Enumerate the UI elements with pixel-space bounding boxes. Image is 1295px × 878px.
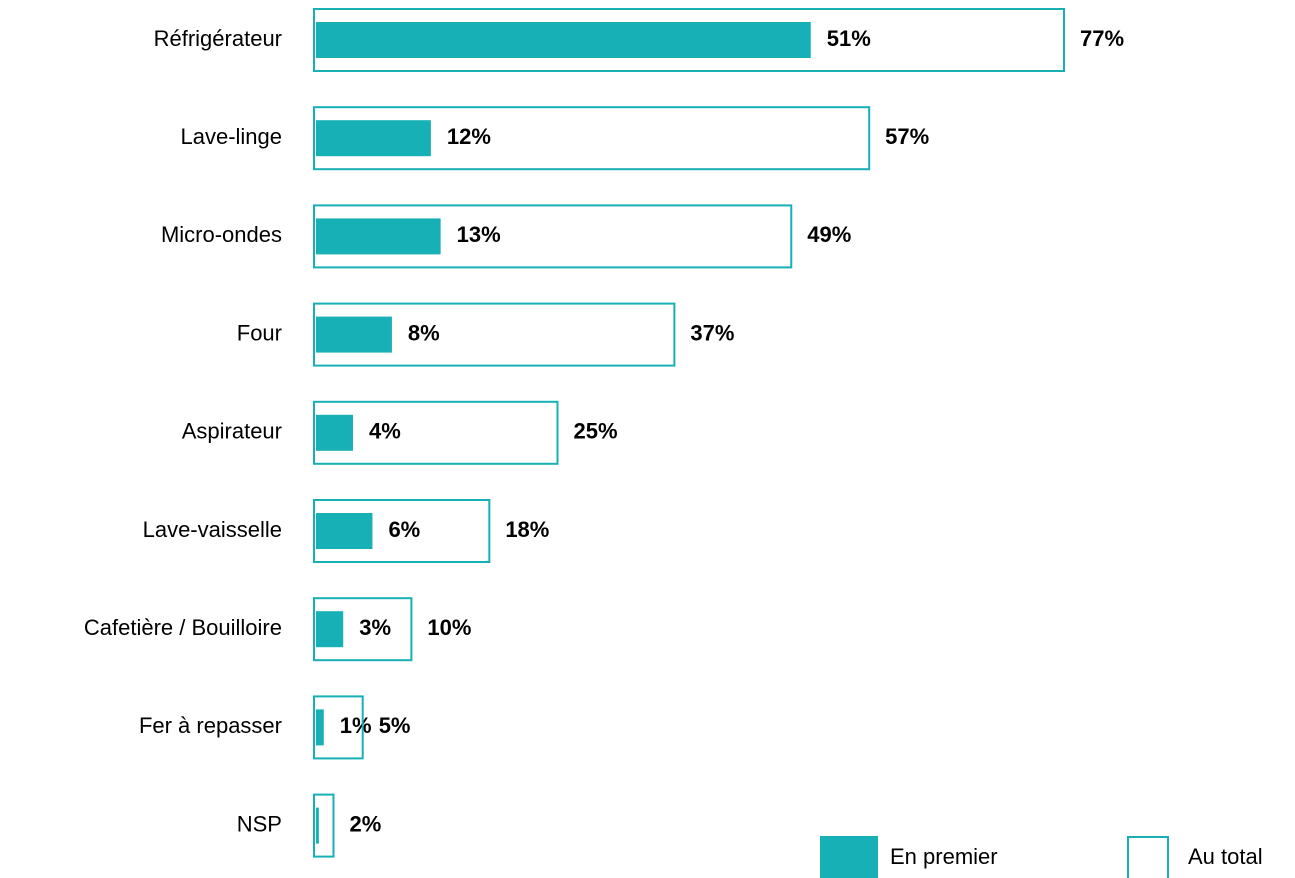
- value-label: 51%: [827, 26, 871, 51]
- first-bar: [316, 22, 811, 58]
- value-label: 1%: [340, 713, 372, 738]
- category-label: Aspirateur: [182, 419, 282, 444]
- category-label: Four: [237, 320, 282, 345]
- total-bar: [313, 8, 1065, 72]
- category-label: NSP: [237, 811, 282, 836]
- category-label: Micro-ondes: [161, 222, 282, 247]
- legend-label: En premier: [890, 844, 998, 869]
- category-label: Fer à repasser: [139, 713, 282, 738]
- value-label: 49%: [807, 222, 851, 247]
- total-bar: [313, 204, 793, 269]
- category-label: Lave-vaisselle: [143, 517, 282, 542]
- value-label: 4%: [369, 419, 401, 444]
- category-label: Réfrigérateur: [154, 26, 282, 51]
- first-bar: [316, 709, 324, 746]
- first-bar: [316, 807, 319, 844]
- category-label: Cafetière / Bouilloire: [84, 615, 282, 640]
- value-label: 77%: [1080, 26, 1124, 51]
- value-label: 2%: [349, 811, 381, 836]
- total-bar: [313, 597, 413, 662]
- value-label: 6%: [388, 517, 420, 542]
- first-bar: [316, 120, 431, 157]
- value-label: 3%: [359, 615, 391, 640]
- total-bar: [313, 106, 871, 171]
- legend-label: Au total: [1188, 844, 1263, 869]
- value-label: 5%: [379, 713, 411, 738]
- value-label: 8%: [408, 320, 440, 345]
- value-label: 37%: [690, 320, 734, 345]
- first-bar: [316, 513, 373, 549]
- value-label: 25%: [574, 419, 618, 444]
- first-bar: [316, 611, 344, 648]
- value-label: 12%: [447, 124, 491, 149]
- value-label: 10%: [427, 615, 471, 640]
- total-bar: [313, 793, 335, 858]
- total-bar: [313, 400, 559, 465]
- value-label: 18%: [505, 517, 549, 542]
- value-label: 13%: [457, 222, 501, 247]
- value-label: 57%: [885, 124, 929, 149]
- first-bar: [316, 316, 392, 353]
- category-label: Lave-linge: [180, 124, 282, 149]
- legend-swatch: [1127, 836, 1169, 878]
- first-bar: [316, 218, 441, 255]
- total-bar: [313, 499, 491, 563]
- legend-swatch: [820, 836, 878, 878]
- first-bar: [316, 414, 353, 451]
- total-bar: [313, 302, 676, 367]
- total-bar: [313, 695, 364, 760]
